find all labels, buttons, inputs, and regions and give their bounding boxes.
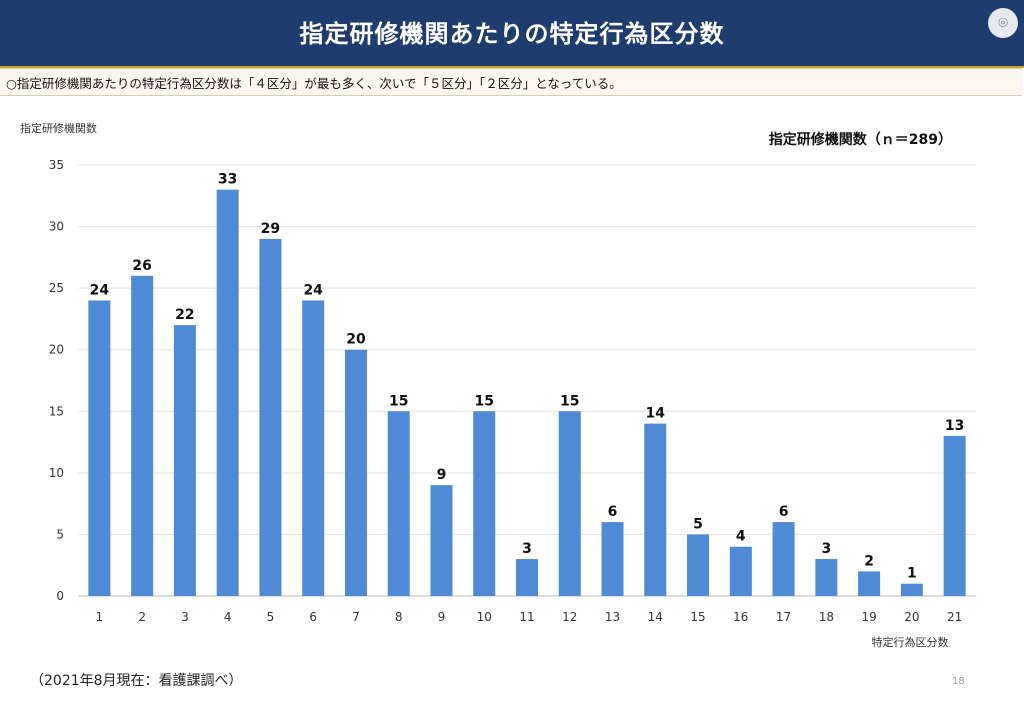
y-tick-label: 15: [49, 404, 64, 418]
data-label: 15: [389, 393, 408, 409]
x-tick-label: 5: [267, 610, 275, 624]
bar: [473, 411, 496, 596]
bar: [430, 485, 453, 596]
bar: [259, 238, 282, 596]
summary-bar: ○指定研修機関あたりの特定行為区分数は「４区分」が最も多く、次いで「５区分」「２…: [0, 68, 1022, 96]
summary-text: ○指定研修機関あたりの特定行為区分数は「４区分」が最も多く、次いで「５区分」「２…: [6, 76, 622, 91]
x-tick-label: 2: [138, 610, 146, 624]
scan-icon[interactable]: ⌾: [988, 8, 1018, 38]
data-label: 20: [346, 332, 366, 348]
x-tick-label: 12: [562, 610, 577, 624]
bars: [88, 189, 966, 596]
y-axis-label: 指定研修機関数: [20, 121, 97, 135]
x-tick-label: 18: [819, 610, 834, 624]
data-label: 14: [646, 406, 666, 422]
y-tick-labels: 0 5 10 15 20 25 30 35: [49, 158, 64, 603]
data-label: 15: [560, 393, 579, 409]
grid-lines: [78, 164, 976, 597]
bar: [815, 559, 838, 596]
bar: [601, 522, 624, 596]
value-labels: 24 26 22 33 29 24 20 15 9 15 3 15 6 14 5 4 6 3 2 1 13: [90, 172, 965, 582]
data-label: 6: [779, 504, 789, 520]
y-tick-label: 30: [49, 220, 64, 234]
page-title: 指定研修機関あたりの特定行為区分数: [299, 20, 725, 48]
x-tick-label: 7: [352, 610, 360, 624]
data-label: 13: [945, 418, 964, 434]
header-bar: 指定研修機関あたりの特定行為区分数 ⌾: [0, 0, 1024, 68]
bar: [516, 559, 538, 596]
x-tick-label: 6: [309, 610, 317, 624]
data-label: 29: [261, 221, 280, 237]
y-tick-label: 10: [49, 466, 64, 480]
x-tick-label: 15: [690, 610, 705, 624]
y-tick-label: 0: [56, 589, 64, 603]
bar: [687, 534, 710, 596]
bar: [900, 583, 923, 596]
source-note: （2021年8月現在：看護課調べ）: [30, 673, 243, 689]
data-label: 26: [132, 258, 151, 274]
x-tick-label: 3: [181, 610, 189, 624]
bar: [858, 571, 881, 596]
x-tick-label: 14: [648, 610, 663, 624]
x-tick-label: 10: [477, 610, 492, 624]
x-tick-label: 9: [438, 610, 446, 624]
data-label: 6: [608, 504, 618, 520]
x-tick-label: 16: [733, 610, 748, 624]
bar: [173, 325, 196, 596]
data-label: 4: [736, 529, 746, 545]
data-label: 1: [907, 566, 917, 582]
y-tick-label: 5: [56, 527, 64, 541]
y-tick-label: 20: [49, 343, 64, 357]
bar: [387, 411, 410, 596]
data-label: 2: [864, 553, 874, 569]
bar: [729, 546, 752, 596]
x-tick-label: 8: [395, 610, 403, 624]
data-label: 9: [437, 467, 447, 483]
x-tick-label: 11: [519, 610, 534, 624]
data-label: 33: [218, 172, 237, 188]
x-tick-label: 17: [776, 610, 791, 624]
data-label: 24: [303, 282, 323, 298]
y-tick-label: 35: [49, 158, 64, 172]
x-tick-labels: 1 2 3 4 5 6 7 8 9 10 11 12 13 14 15 16 17 18 19 20 21: [96, 610, 963, 624]
bar: [772, 522, 795, 596]
x-tick-label: 4: [224, 610, 232, 624]
data-label: 3: [522, 541, 532, 557]
x-tick-label: 13: [605, 610, 620, 624]
bar: [644, 423, 667, 596]
y-tick-label: 25: [49, 281, 64, 295]
x-tick-label: 21: [947, 610, 962, 624]
bar: [131, 275, 154, 596]
data-label: 24: [90, 282, 110, 298]
data-label: 5: [693, 516, 703, 532]
bar: [216, 189, 239, 596]
data-label: 3: [821, 541, 831, 557]
data-label: 15: [474, 393, 493, 409]
data-label: 22: [175, 307, 194, 323]
x-axis-label: 特定行為区分数: [872, 635, 949, 649]
bar: [88, 300, 111, 596]
chart-title: 指定研修機関数（ｎ＝289）: [769, 131, 952, 148]
page-number: 18: [952, 676, 965, 687]
bar: [302, 300, 325, 596]
bar: [344, 349, 367, 596]
x-tick-label: 20: [904, 610, 919, 624]
bar: [943, 435, 966, 596]
x-tick-label: 19: [861, 610, 876, 624]
bar: [558, 411, 581, 596]
x-tick-label: 1: [96, 610, 104, 624]
